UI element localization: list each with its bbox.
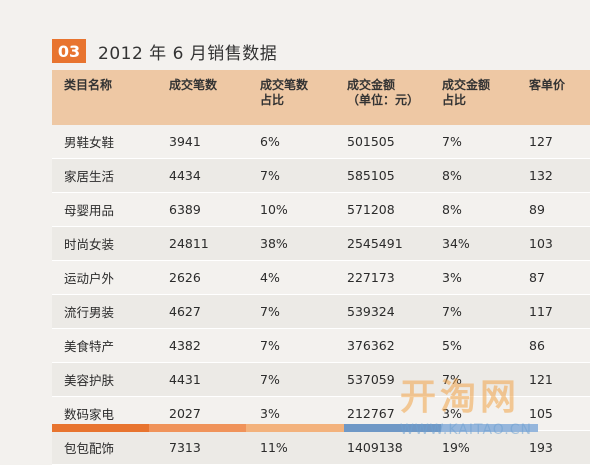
table-cell: 38% xyxy=(250,226,337,261)
table-cell: 89 xyxy=(519,192,590,227)
table-cell: 376362 xyxy=(337,328,432,363)
table-cell: 美食特产 xyxy=(52,328,159,363)
table-cell: 7% xyxy=(250,158,337,193)
table-cell: 7% xyxy=(250,328,337,363)
table-row: 美食特产 4382 7% 376362 5% 86 xyxy=(52,328,590,363)
table-cell: 24811 xyxy=(159,226,250,261)
table-cell: 127 xyxy=(519,125,590,159)
table-cell: 7% xyxy=(250,294,337,329)
table-cell: 7% xyxy=(432,294,519,329)
table-cell: 8% xyxy=(432,158,519,193)
table-cell: 5% xyxy=(432,328,519,363)
table-cell: 193 xyxy=(519,430,590,465)
table-cell: 4431 xyxy=(159,362,250,397)
stripe-segment xyxy=(440,424,539,432)
table-cell: 103 xyxy=(519,226,590,261)
stripe-segment xyxy=(343,424,441,432)
table-cell: 121 xyxy=(519,362,590,397)
table-cell: 585105 xyxy=(337,158,432,193)
table-cell: 132 xyxy=(519,158,590,193)
stripe-segment xyxy=(246,424,344,432)
table-cell: 501505 xyxy=(337,125,432,159)
table-row: 母婴用品 6389 10% 571208 8% 89 xyxy=(52,192,590,227)
table-cell: 运动户外 xyxy=(52,260,159,295)
column-header-avg-price: 客单价 xyxy=(519,70,590,125)
page-title: 2012 年 6 月销售数据 xyxy=(98,43,278,64)
table-cell: 227173 xyxy=(337,260,432,295)
table-cell: 11% xyxy=(250,430,337,465)
column-header-amount: 成交金额 （单位：元） xyxy=(337,70,432,125)
table-cell: 流行男装 xyxy=(52,294,159,329)
column-header-orders: 成交笔数 xyxy=(159,70,250,125)
color-stripe xyxy=(52,424,539,432)
table-cell: 7% xyxy=(432,362,519,397)
column-header-category: 类目名称 xyxy=(52,70,159,125)
table-row: 流行男装 4627 7% 539324 7% 117 xyxy=(52,294,590,329)
table-cell: 包包配饰 xyxy=(52,430,159,465)
table-cell: 537059 xyxy=(337,362,432,397)
table-cell: 539324 xyxy=(337,294,432,329)
section-header: 03 2012 年 6 月销售数据 xyxy=(52,36,277,66)
table-row: 男鞋女鞋 3941 6% 501505 7% 127 xyxy=(52,125,590,159)
stripe-segment xyxy=(52,424,150,432)
table-row: 运动户外 2626 4% 227173 3% 87 xyxy=(52,260,590,295)
sales-table-container: 类目名称 成交笔数 成交笔数 占比 成交金额 （单位：元） 成交金额 占比 客单价 男… xyxy=(52,70,590,465)
table-cell: 6389 xyxy=(159,192,250,227)
table-row: 包包配饰 7313 11% 1409138 19% 193 xyxy=(52,430,590,465)
section-number-badge: 03 xyxy=(52,39,86,63)
table-cell: 1409138 xyxy=(337,430,432,465)
table-row: 时尚女装 24811 38% 2545491 34% 103 xyxy=(52,226,590,261)
table-cell: 571208 xyxy=(337,192,432,227)
table-cell: 母婴用品 xyxy=(52,192,159,227)
table-header-row: 类目名称 成交笔数 成交笔数 占比 成交金额 （单位：元） 成交金额 占比 客单价 xyxy=(52,70,590,125)
table-cell: 2545491 xyxy=(337,226,432,261)
table-cell: 10% xyxy=(250,192,337,227)
table-cell: 4% xyxy=(250,260,337,295)
column-header-amount-share: 成交金额 占比 xyxy=(432,70,519,125)
table-cell: 4627 xyxy=(159,294,250,329)
table-cell: 7% xyxy=(432,125,519,159)
table-cell: 8% xyxy=(432,192,519,227)
table-cell: 34% xyxy=(432,226,519,261)
table-cell: 7% xyxy=(250,362,337,397)
table-cell: 时尚女装 xyxy=(52,226,159,261)
table-cell: 2626 xyxy=(159,260,250,295)
table-cell: 86 xyxy=(519,328,590,363)
column-header-orders-share: 成交笔数 占比 xyxy=(250,70,337,125)
table-cell: 117 xyxy=(519,294,590,329)
table-cell: 家居生活 xyxy=(52,158,159,193)
stripe-segment xyxy=(149,424,247,432)
table-cell: 4382 xyxy=(159,328,250,363)
table-cell: 美容护肤 xyxy=(52,362,159,397)
table-cell: 87 xyxy=(519,260,590,295)
table-cell: 4434 xyxy=(159,158,250,193)
table-cell: 男鞋女鞋 xyxy=(52,125,159,159)
table-cell: 19% xyxy=(432,430,519,465)
sales-table: 类目名称 成交笔数 成交笔数 占比 成交金额 （单位：元） 成交金额 占比 客单价 男… xyxy=(52,70,590,465)
table-cell: 3% xyxy=(432,260,519,295)
table-cell: 3941 xyxy=(159,125,250,159)
table-cell: 7313 xyxy=(159,430,250,465)
table-row: 美容护肤 4431 7% 537059 7% 121 xyxy=(52,362,590,397)
table-cell: 6% xyxy=(250,125,337,159)
table-row: 家居生活 4434 7% 585105 8% 132 xyxy=(52,158,590,193)
